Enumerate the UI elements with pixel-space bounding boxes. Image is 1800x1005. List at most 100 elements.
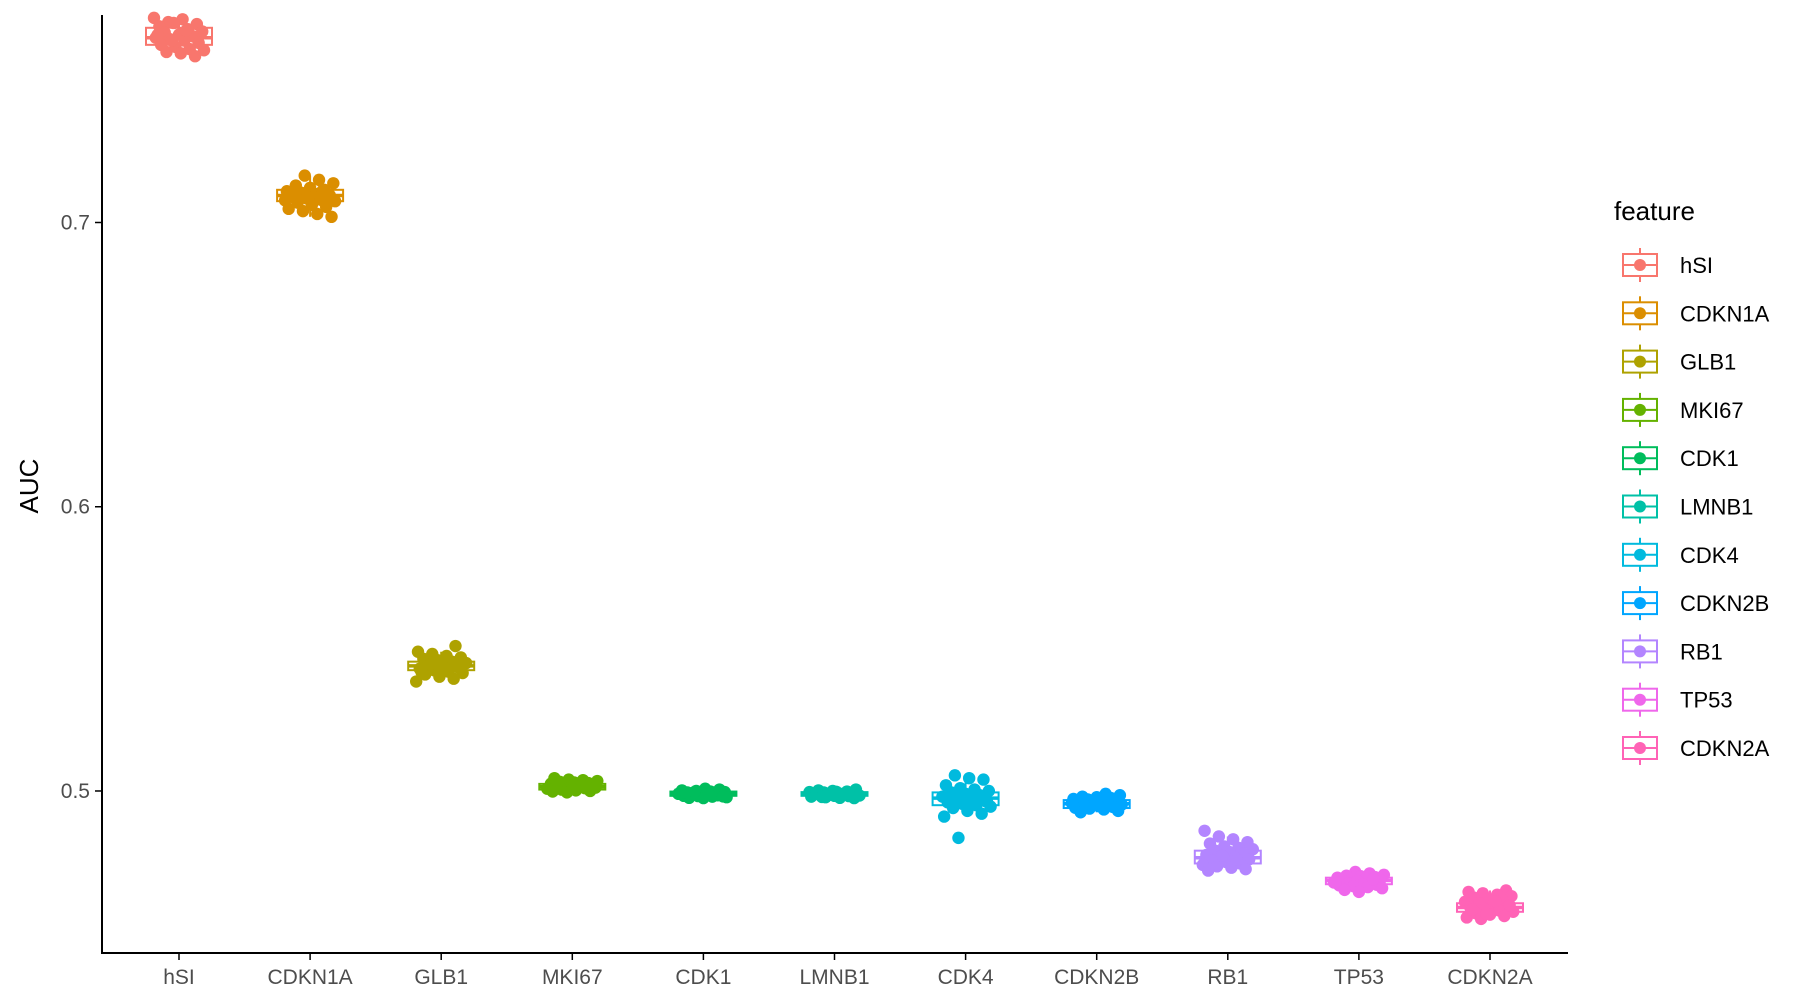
legend-label: GLB1 xyxy=(1680,350,1736,375)
y-tick-label: 0.5 xyxy=(61,780,90,803)
data-point xyxy=(1212,830,1226,843)
x-tick-label: MKI67 xyxy=(542,966,603,989)
data-point xyxy=(1088,795,1102,808)
data-point xyxy=(167,16,180,30)
data-point xyxy=(327,177,340,190)
data-point xyxy=(1201,864,1215,877)
legend-item: CDK1 xyxy=(1622,441,1739,476)
data-point xyxy=(328,194,342,208)
y-axis-label: AUC xyxy=(14,459,44,514)
data-point xyxy=(197,44,211,57)
data-point xyxy=(716,790,730,803)
x-tick-label: TP53 xyxy=(1334,966,1384,989)
legend-key-point xyxy=(1634,597,1646,610)
data-point xyxy=(1503,899,1516,912)
data-point xyxy=(1465,903,1479,916)
legend-item: CDK4 xyxy=(1622,537,1739,572)
data-point xyxy=(1338,883,1351,897)
data-point xyxy=(975,807,988,820)
legend: feature hSI CDKN1A GLB1 MKI67 CDK1 LMNB1 CDK4 C… xyxy=(1614,196,1770,765)
data-point xyxy=(415,665,428,679)
data-point xyxy=(188,50,202,63)
legend-item: CDKN2B xyxy=(1622,586,1769,621)
legend-item: CDKN1A xyxy=(1622,296,1770,331)
data-point xyxy=(830,785,843,799)
data-point xyxy=(302,191,315,204)
data-point xyxy=(966,789,979,802)
data-point xyxy=(551,776,565,789)
data-point xyxy=(1366,872,1380,886)
legend-key-point xyxy=(1634,742,1646,754)
legend-key-point xyxy=(1634,452,1646,465)
legend-label: hSI xyxy=(1680,253,1713,278)
data-point xyxy=(447,672,460,685)
data-point xyxy=(311,207,324,221)
legend-title: feature xyxy=(1614,196,1695,226)
data-point xyxy=(160,45,173,59)
legend-label: LMNB1 xyxy=(1680,495,1753,520)
legend-key-point xyxy=(1634,403,1646,416)
legend-key-point xyxy=(1634,259,1646,271)
data-point xyxy=(566,783,579,796)
legend-key-point xyxy=(1634,307,1646,320)
data-point xyxy=(410,675,423,688)
data-point xyxy=(287,187,301,201)
data-point xyxy=(702,787,715,801)
data-point xyxy=(278,194,292,207)
x-tick-label: hSI xyxy=(163,966,195,989)
data-point xyxy=(452,654,466,667)
legend-key-point xyxy=(1634,500,1646,513)
y-tick-label: 0.6 xyxy=(61,496,90,519)
data-point xyxy=(316,184,329,197)
legend-label: CDKN2A xyxy=(1680,736,1770,761)
data-point xyxy=(312,173,326,187)
legend-item: CDKN2A xyxy=(1622,731,1770,765)
legend-key-point xyxy=(1634,548,1646,561)
legend-item: MKI67 xyxy=(1622,392,1744,427)
legend-label: MKI67 xyxy=(1680,398,1744,423)
legend-label: CDK1 xyxy=(1680,446,1739,471)
data-point xyxy=(679,786,692,799)
legend-label: RB1 xyxy=(1680,639,1723,664)
data-point xyxy=(948,769,962,782)
data-point xyxy=(688,785,701,799)
data-point xyxy=(319,200,333,214)
data-point xyxy=(1352,885,1366,899)
legend-item: RB1 xyxy=(1622,634,1723,669)
data-point xyxy=(174,47,187,60)
data-point xyxy=(456,666,469,680)
data-point xyxy=(937,810,951,823)
data-point xyxy=(296,204,310,218)
data-point xyxy=(1498,909,1511,923)
data-point xyxy=(962,771,976,785)
data-point xyxy=(977,773,990,786)
data-point xyxy=(151,28,164,42)
x-tick-label: CDK1 xyxy=(675,966,731,989)
legend-item: TP53 xyxy=(1622,682,1733,717)
data-point xyxy=(429,657,443,670)
legend-item: hSI xyxy=(1622,248,1713,282)
data-point xyxy=(1480,907,1493,920)
data-point xyxy=(546,785,559,798)
data-point xyxy=(1489,895,1502,908)
y-ticks: 0.5 0.6 0.7 xyxy=(61,211,102,803)
data-point xyxy=(946,801,960,815)
data-point xyxy=(961,804,974,818)
legend-items: hSI CDKN1A GLB1 MKI67 CDK1 LMNB1 CDK4 CDKN2B RB1… xyxy=(1622,248,1770,765)
data-point xyxy=(1216,849,1229,862)
data-point xyxy=(298,169,311,182)
data-point xyxy=(449,639,462,653)
data-point xyxy=(1375,881,1389,895)
data-point xyxy=(165,34,179,47)
x-tick-label: CDKN2A xyxy=(1447,966,1532,989)
x-ticks: hSI CDKN1A GLB1 MKI67 CDK1 LMNB1 CDK4 CDKN2B RB1… xyxy=(163,953,1533,989)
data-point xyxy=(952,831,965,845)
legend-item: LMNB1 xyxy=(1622,489,1753,524)
data-point xyxy=(1329,875,1342,889)
boxes xyxy=(145,17,1524,919)
data-point xyxy=(1239,862,1252,876)
legend-label: CDK4 xyxy=(1680,543,1739,568)
data-point xyxy=(1198,824,1211,837)
data-point xyxy=(1230,853,1243,866)
